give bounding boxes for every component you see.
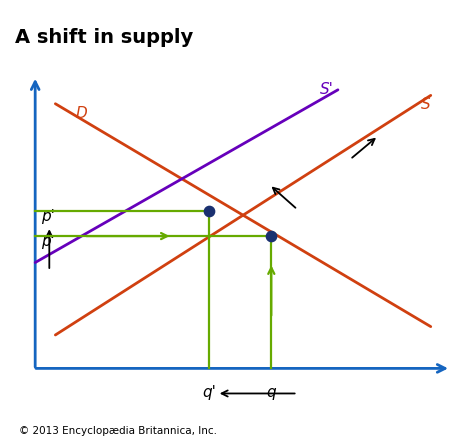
Text: D: D [75,106,87,121]
Text: q': q' [202,385,216,400]
Text: p': p' [41,209,55,224]
Text: p: p [41,234,51,249]
Text: q: q [266,385,276,400]
Text: S: S [420,97,430,112]
Text: A shift in supply: A shift in supply [15,28,193,47]
Point [205,208,212,215]
Point [267,233,275,240]
Text: © 2013 Encyclopædia Britannica, Inc.: © 2013 Encyclopædia Britannica, Inc. [19,425,217,436]
Text: S': S' [320,82,334,97]
